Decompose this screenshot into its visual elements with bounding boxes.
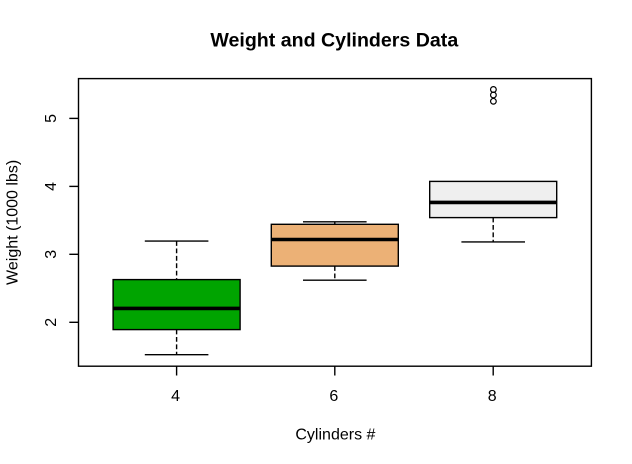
svg-text:6: 6 (329, 388, 338, 405)
svg-text:Weight (1000 lbs): Weight (1000 lbs) (5, 160, 22, 285)
svg-text:4: 4 (43, 182, 60, 191)
svg-text:5: 5 (43, 114, 60, 123)
svg-text:8: 8 (488, 388, 497, 405)
svg-text:3: 3 (43, 250, 60, 259)
svg-text:Weight and Cylinders Data: Weight and Cylinders Data (210, 30, 459, 52)
svg-text:4: 4 (171, 388, 180, 405)
svg-text:2: 2 (43, 318, 60, 327)
svg-text:Cylinders #: Cylinders # (295, 427, 375, 444)
